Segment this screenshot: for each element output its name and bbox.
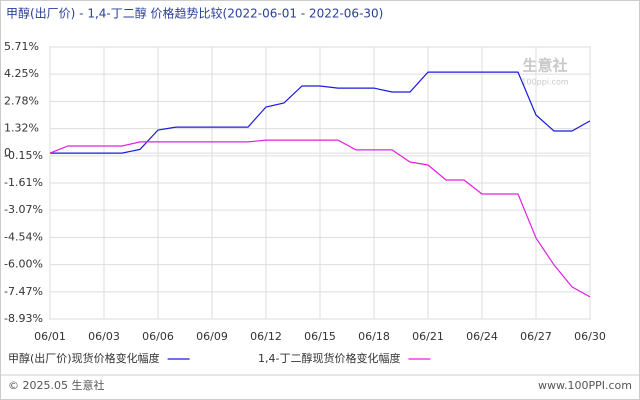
watermark-sub: 100ppi.com [521, 78, 568, 87]
y-tick-label: 2.78% [4, 94, 39, 107]
x-tick-label: 06/06 [142, 330, 174, 343]
x-tick-label: 06/09 [196, 330, 228, 343]
x-tick-label: 06/18 [358, 330, 390, 343]
y-tick-label: -1.61% [4, 176, 43, 189]
y-tick-label: -0.15% [4, 149, 43, 162]
y-tick-label: -3.07% [4, 203, 43, 216]
y-tick-label: 1.32% [4, 122, 39, 135]
legend-label: 甲醇(出厂价)现货价格变化幅度 [8, 351, 160, 365]
series-line [49, 139, 591, 298]
y-tick-label: 5.71% [4, 40, 39, 53]
x-tick-label: 06/27 [520, 330, 552, 343]
legend-label: 1,4-丁二醇现货价格变化幅度 [258, 351, 400, 365]
x-tick-label: 06/30 [574, 330, 606, 343]
y-tick-label: -8.93% [4, 312, 43, 325]
x-tick-label: 06/21 [412, 330, 444, 343]
footer-left: © 2025.05 生意社 [8, 378, 104, 392]
series-line [50, 71, 591, 154]
x-tick-label: 06/15 [304, 330, 336, 343]
x-tick-label: 06/03 [88, 330, 120, 343]
y-tick-label: 0 [4, 146, 11, 159]
watermark: 生意社 [522, 57, 567, 75]
x-tick-label: 06/01 [34, 330, 66, 343]
chart-title: 甲醇(出厂价) - 1,4-丁二醇 价格趋势比较(2022-06-01 - 20… [6, 6, 383, 21]
footer-right: www.100PPI.com [538, 379, 632, 392]
y-tick-label: -4.54% [4, 230, 43, 243]
y-tick-label: -6.00% [4, 258, 43, 271]
y-tick-label: 4.25% [4, 67, 39, 80]
x-tick-label: 06/24 [466, 330, 498, 343]
y-tick-label: -7.47% [4, 285, 43, 298]
x-tick-label: 06/12 [250, 330, 282, 343]
